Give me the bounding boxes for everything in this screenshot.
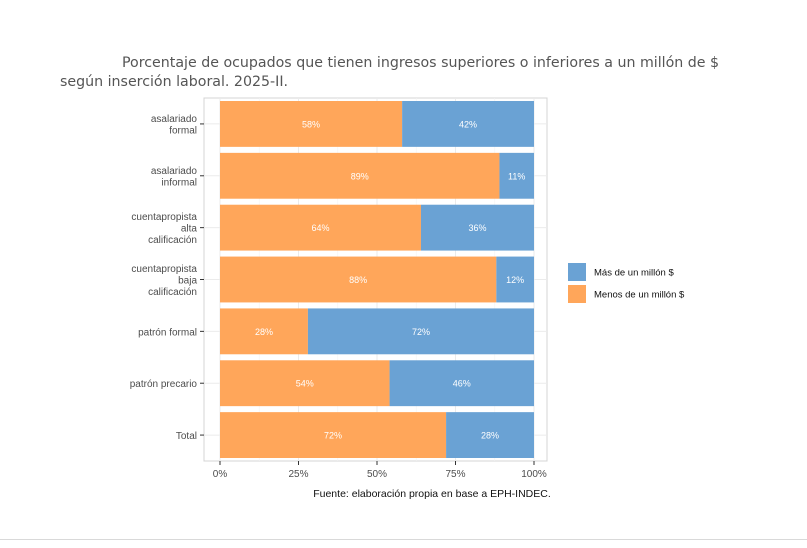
bar-segment	[220, 256, 497, 303]
source-note: Fuente: elaboración propia en base a EPH…	[313, 488, 551, 500]
y-tick-label-line: formal	[169, 126, 197, 137]
y-tick-label: asalariado formal	[151, 114, 198, 137]
bars-layer	[220, 101, 534, 458]
bar-segment	[446, 412, 534, 458]
bar-segment	[307, 308, 534, 355]
x-tick-label: 25%	[288, 469, 308, 480]
y-tick-label-line: calificación	[148, 287, 197, 298]
y-tick-label: Total	[176, 431, 197, 442]
legend: Más de un millón $ Menos de un millón $	[568, 263, 685, 303]
bar-data-label: 58%	[302, 119, 320, 129]
y-tick-label-line: informal	[161, 178, 197, 189]
bar-segment	[389, 360, 534, 407]
bar-data-label: 89%	[351, 171, 369, 181]
bar-data-label: 46%	[453, 379, 471, 389]
y-tick-label: cuentapropista alta calificación	[131, 212, 197, 246]
bar-segment	[420, 204, 534, 251]
bar-data-label: 12%	[506, 275, 524, 285]
x-tick-label: 0%	[213, 469, 228, 480]
y-tick-label-line: cuentapropista	[131, 264, 197, 275]
bar-data-label: 28%	[481, 431, 499, 441]
x-tick-label: 75%	[445, 469, 465, 480]
bar-segment	[220, 204, 421, 251]
y-tick-label-line: patrón formal	[138, 327, 197, 338]
y-tick-label-line: cuentapropista	[131, 212, 197, 223]
y-tick-label-line: asalariado	[151, 166, 198, 177]
bar-data-label: 11%	[508, 171, 525, 181]
bar-segment	[220, 412, 447, 458]
bar-data-label: 54%	[296, 379, 314, 389]
bar-data-label: 72%	[412, 327, 430, 337]
legend-label: Menos de un millón $	[594, 290, 685, 301]
y-tick-label: cuentapropista baja calificación	[131, 264, 197, 298]
bar-data-label: 64%	[311, 223, 329, 233]
y-tick-label-line: patrón precario	[130, 379, 198, 390]
legend-label: Más de un millón $	[594, 268, 674, 279]
bar-segment	[220, 308, 308, 355]
page-bottom-divider	[0, 539, 807, 540]
data-labels-layer: 58% 42% 89% 11% 64% 36% 88% 12% 28% 72% 54% 46% 72% 2…	[255, 119, 525, 440]
y-tick-label-line: asalariado	[151, 114, 198, 125]
bar-segment	[220, 152, 500, 199]
y-tick-label: patrón precario	[130, 379, 198, 390]
bar-data-label: 42%	[459, 119, 477, 129]
bar-segment	[220, 101, 403, 147]
y-tick-label-line: Total	[176, 431, 197, 442]
bar-segment	[402, 101, 534, 147]
chart-caption: Porcentaje de ocupados que tienen ingres…	[60, 55, 720, 90]
legend-swatch	[568, 263, 586, 281]
y-tick-label: patrón formal	[138, 327, 197, 338]
bar-segment	[496, 256, 534, 303]
y-tick-label: asalariado informal	[151, 166, 198, 189]
bar-data-label: 88%	[349, 275, 367, 285]
bar-data-label: 28%	[255, 327, 273, 337]
x-tick-label: 100%	[521, 469, 547, 480]
x-tick-label: 50%	[367, 469, 387, 480]
y-tick-label-line: alta	[181, 224, 198, 235]
bar-segment	[499, 152, 534, 199]
bar-segment	[220, 360, 390, 407]
bar-data-label: 72%	[324, 431, 342, 441]
y-tick-label-line: baja	[178, 276, 197, 287]
legend-swatch	[568, 285, 586, 303]
y-tick-label-line: calificación	[148, 235, 197, 246]
bar-data-label: 36%	[468, 223, 486, 233]
